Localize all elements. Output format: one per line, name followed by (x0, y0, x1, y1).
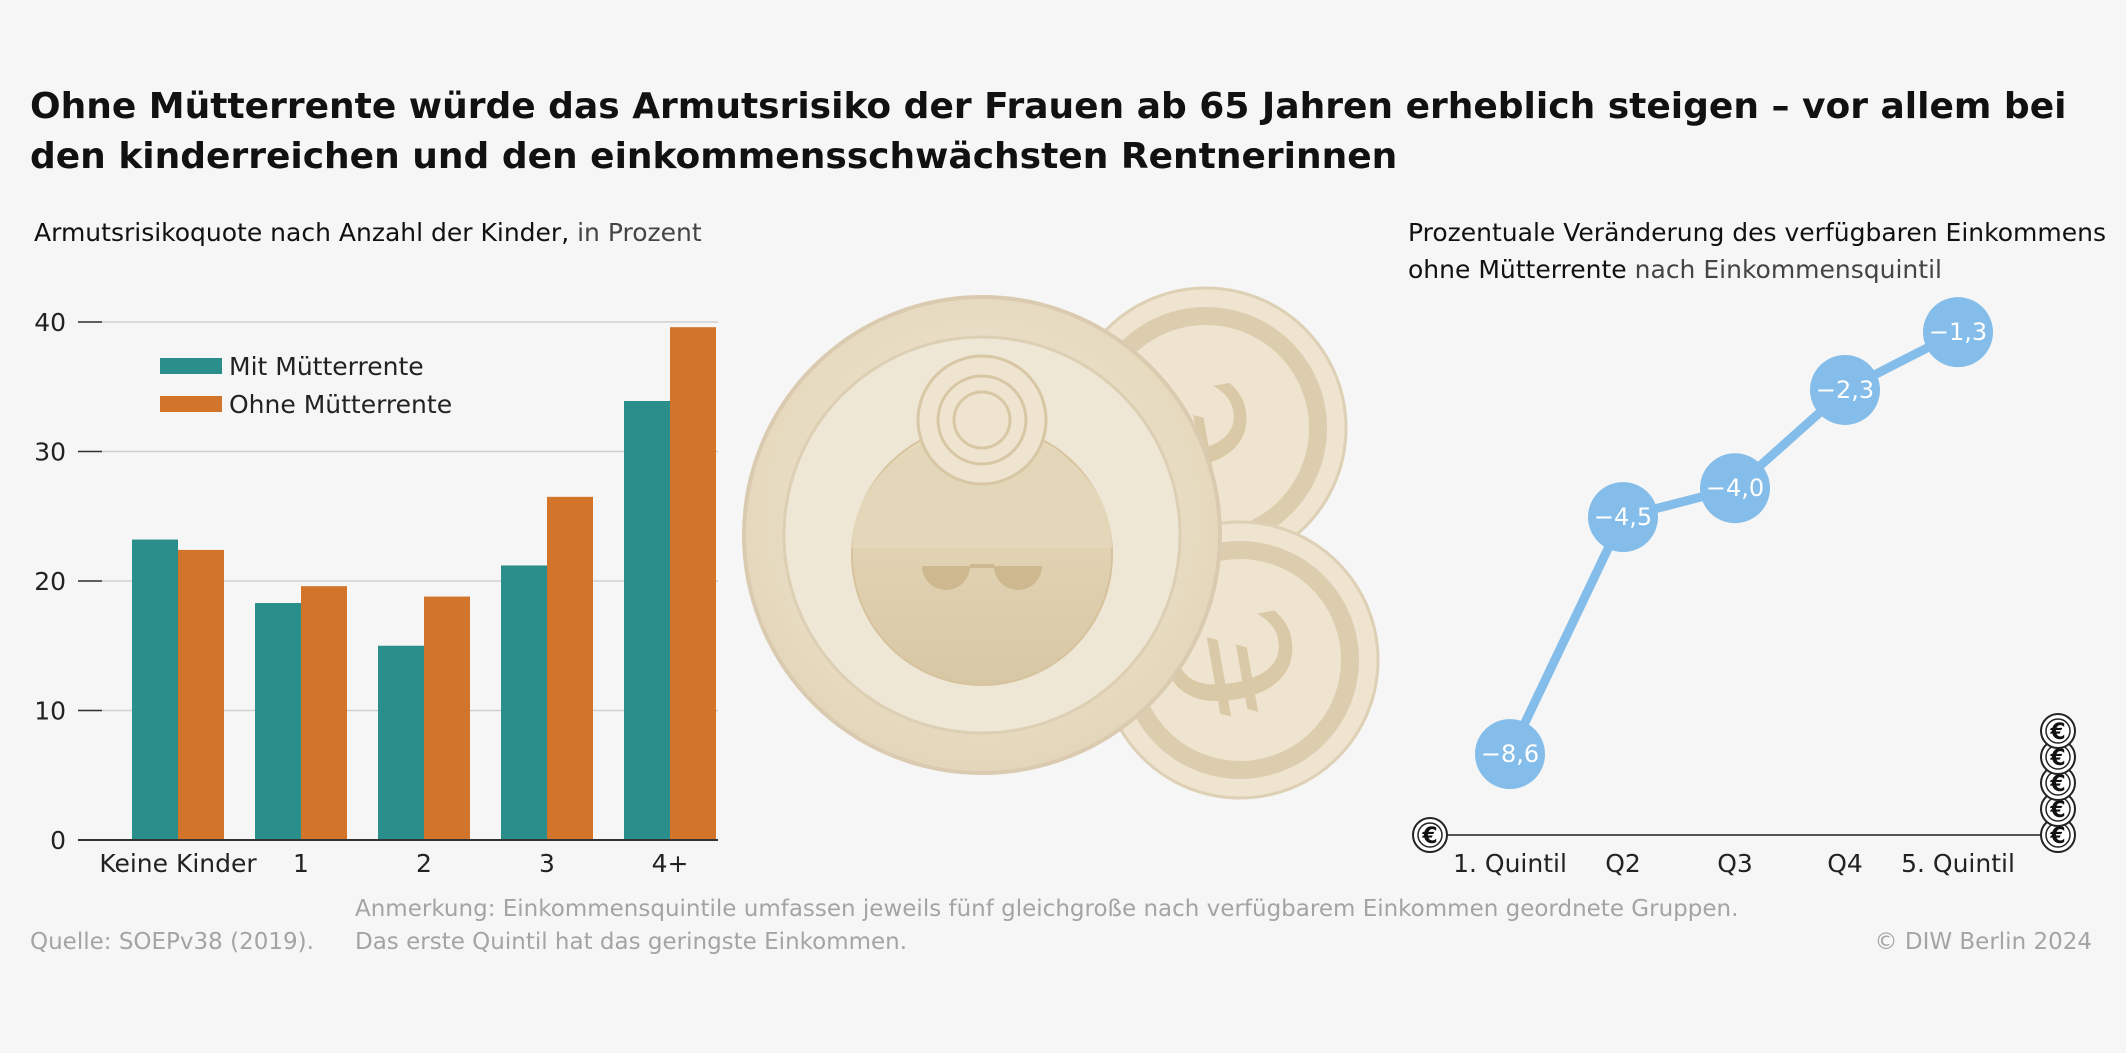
bar-chart-subtitle-main: Armutsrisikoquote nach Anzahl der Kinder… (34, 218, 570, 247)
bar-ohne (670, 327, 716, 840)
euro-coin-icon-symbol: € (2049, 746, 2065, 771)
line-chart: −8,6 −4,5 −4,0 −2,3 −1,3 1. Quintil Q2 Q3 Q4 5. Q… (1412, 297, 2076, 878)
x-tick-label: 4+ (652, 849, 689, 878)
data-point (1923, 297, 1993, 368)
series-line (1505, 328, 1961, 757)
bar-mit (501, 565, 547, 840)
bar-chart-subtitle-unit: in Prozent (569, 218, 702, 247)
line-chart-subtitle-line2: ohne Mütterrente (1408, 255, 1627, 284)
remark-line1: Anmerkung: Einkommensquintile umfassen j… (355, 896, 1739, 922)
bar-chart: 0 10 20 30 40 Keine Kinder 1 2 3 4+ Mit Mütterrent… (34, 308, 718, 878)
line-chart-subtitle-line1: Prozentuale Veränderung des verfügbaren … (1408, 218, 2106, 247)
y-tick-label: 10 (34, 697, 66, 726)
hair (852, 430, 1112, 548)
euro-coin-icon-symbol: € (1421, 824, 1437, 849)
legend-swatch (160, 396, 222, 412)
source-note: Quelle: SOEPv38 (2019). (30, 929, 314, 955)
y-tick-label: 30 (34, 438, 66, 467)
line-chart-subtitle-rest: nach Einkommensquintil (1626, 255, 1942, 284)
y-tick-label: 40 (34, 308, 66, 337)
euro-coin-icon-symbol: € (2049, 824, 2065, 849)
remark-note: Anmerkung: Einkommensquintile umfassen j… (355, 893, 1738, 959)
x-tick-label: Q4 (1827, 849, 1863, 878)
euro-coin-icon-ring (1417, 822, 1443, 848)
x-tick-label: Q3 (1717, 849, 1753, 878)
data-label: −4,0 (1706, 474, 1764, 502)
y-tick-label: 0 (50, 826, 66, 855)
euro-coin-icon-symbol: € (2049, 772, 2065, 797)
data-label: −4,5 (1594, 503, 1652, 531)
hair-bun-ring (952, 390, 1012, 450)
x-tick-label: 5. Quintil (1901, 849, 2015, 878)
glasses-lens-left (922, 566, 970, 590)
hair-bun-ring (936, 374, 1028, 466)
bar-mit (378, 645, 424, 840)
x-tick-label: 3 (539, 849, 555, 878)
data-point (1588, 482, 1658, 553)
legend-label: Mit Mütterrente (229, 352, 424, 381)
data-point (1810, 354, 1880, 425)
remark-line2: Das erste Quintil hat das geringste Eink… (355, 929, 908, 955)
x-tick-label: 1. Quintil (1453, 849, 1567, 878)
data-label: −1,3 (1929, 318, 1987, 346)
copyright: © DIW Berlin 2024 (1874, 929, 2092, 955)
glasses-lens-right (994, 566, 1042, 590)
y-tick-label: 20 (34, 567, 66, 596)
euro-coin-icon-symbol: € (2049, 720, 2065, 745)
x-tick-label: Q2 (1605, 849, 1641, 878)
x-tick-label: 1 (293, 849, 309, 878)
bar-mit (624, 400, 670, 840)
x-tick-label: 2 (416, 849, 432, 878)
legend-swatch (160, 358, 222, 374)
bar-ohne (547, 496, 593, 840)
coin-illustration: €€ (742, 286, 1380, 800)
bar-ohne (424, 596, 470, 840)
legend-label: Ohne Mütterrente (229, 390, 452, 419)
data-label: −8,6 (1481, 740, 1539, 768)
bar-mit (255, 603, 301, 840)
bar-mit (132, 539, 178, 840)
data-point (1700, 453, 1770, 524)
bar-ohne (178, 549, 224, 840)
euro-coin-icon-ring (2045, 718, 2071, 744)
data-label: −2,3 (1816, 376, 1874, 404)
bar-chart-subtitle: Armutsrisikoquote nach Anzahl der Kinder… (34, 214, 702, 251)
data-point (1475, 719, 1545, 790)
x-tick-label: Keine Kinder (99, 849, 257, 878)
euro-coin-icon-symbol: € (2049, 798, 2065, 823)
chart-title: Ohne Mütterrente würde das Armutsrisiko … (30, 86, 2067, 177)
line-chart-subtitle: Prozentuale Veränderung des verfügbaren … (1408, 214, 2108, 288)
bar-ohne (301, 586, 347, 840)
